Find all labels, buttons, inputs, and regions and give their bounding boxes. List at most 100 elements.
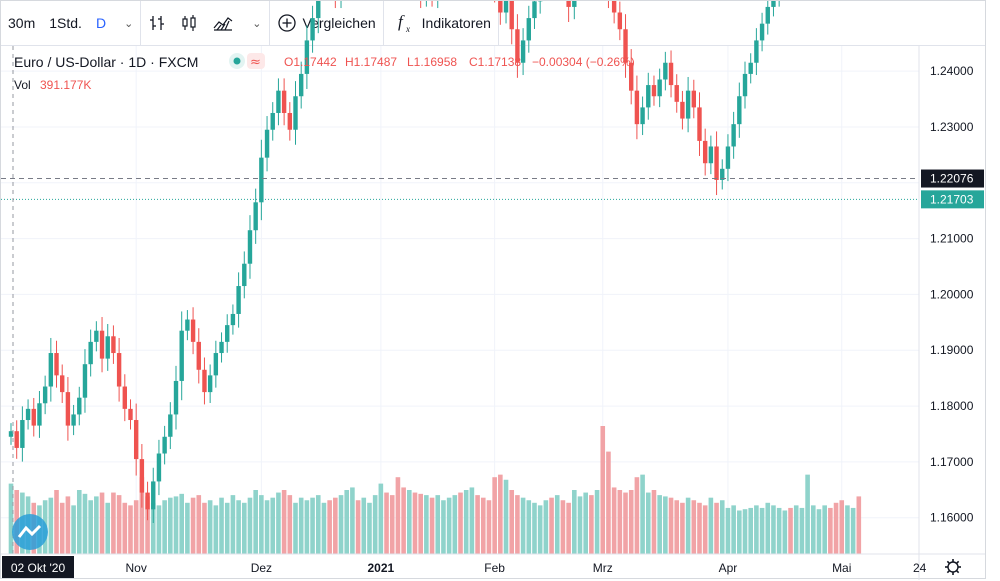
candle [213, 340, 219, 388]
interval-1d-label: D [95, 15, 107, 31]
volume-bar [810, 505, 816, 554]
volume-bar [480, 497, 486, 554]
volume-bar [657, 495, 662, 554]
price-tick-label: 1.19000 [930, 343, 974, 357]
settings-gear-icon[interactable] [945, 559, 961, 575]
candle [156, 439, 162, 496]
candle [771, 1, 776, 17]
candle [537, 1, 543, 14]
area-chart-icon [213, 17, 233, 31]
candle-body [503, 1, 509, 13]
volume-bar [196, 495, 202, 554]
candle [287, 102, 293, 141]
volume-bar [344, 490, 350, 554]
time-tick-label: Apr [719, 561, 738, 575]
volume-bar [355, 500, 361, 554]
candle-body [765, 6, 770, 24]
volume-bar [845, 505, 850, 554]
volume-bar [714, 502, 719, 554]
volume-label: Vol [14, 78, 31, 92]
last-price-tag [921, 190, 984, 209]
candle [162, 425, 167, 465]
volume-bar [321, 502, 327, 554]
svg-text:f: f [398, 12, 405, 31]
volume-bar [742, 509, 748, 554]
bar-style-button[interactable] [141, 1, 173, 45]
volume-bar [287, 495, 293, 554]
candle-body [640, 107, 645, 125]
candle [708, 135, 714, 175]
volume-bar [82, 493, 88, 554]
volume-bar [776, 507, 782, 554]
volume-bar [503, 479, 509, 554]
compare-button[interactable]: Vergleichen [270, 1, 384, 45]
volume-bar [378, 483, 384, 554]
time-tick-label: Mrz [593, 561, 613, 575]
volume-bar [520, 497, 526, 554]
candle-body [720, 168, 725, 180]
interval-1d-button[interactable]: D [89, 1, 113, 45]
candle-body [122, 386, 127, 409]
candle-body [230, 313, 236, 326]
legend-open: O1.17442 [284, 55, 337, 69]
crosshair-date-tag [2, 556, 74, 578]
candle [173, 365, 179, 430]
candle [42, 375, 48, 415]
candle [503, 1, 509, 24]
candle-body [116, 353, 122, 387]
volume-bar [475, 495, 480, 554]
candle-style-button[interactable] [173, 1, 205, 45]
candle [8, 423, 14, 445]
chart-style-dropdown-button[interactable]: ⌄ [241, 1, 270, 45]
volume-bar [99, 492, 105, 554]
volume-bar [76, 490, 82, 554]
gear-tooth [946, 569, 951, 574]
candle [663, 51, 668, 91]
interval-dropdown-button[interactable]: ⌄ [113, 1, 142, 45]
interval-30m-button[interactable]: 30m [1, 1, 42, 45]
reference-price-tag [921, 169, 984, 188]
volume-bar [543, 500, 549, 554]
candle-body [702, 140, 708, 164]
legend-close: C1.17138 [469, 55, 521, 69]
candle-body [276, 90, 281, 113]
candle-body [88, 341, 93, 365]
area-style-button[interactable] [205, 1, 241, 45]
candle [105, 324, 110, 371]
volume-bar [685, 497, 691, 554]
volume-bar [168, 497, 173, 554]
volume-bar [145, 496, 150, 554]
volume-bar [833, 502, 839, 554]
candle-body [611, 1, 617, 13]
volume-bar [389, 495, 395, 554]
volume-bar [361, 497, 367, 554]
candle-body [253, 202, 258, 231]
volume-bar [583, 492, 588, 554]
volume-bar [54, 490, 59, 554]
indicators-label: Indikatoren [421, 15, 491, 31]
volume-bar [458, 492, 463, 554]
candle-body [754, 40, 759, 63]
candle-body [236, 286, 241, 314]
candle-body [14, 431, 19, 448]
candle [520, 28, 526, 76]
candle [778, 1, 780, 7]
candle [725, 134, 731, 182]
volume-bar [856, 496, 862, 554]
volume-bar [190, 497, 196, 554]
time-tick-label: Mai [832, 561, 851, 575]
volume-bar [338, 495, 344, 554]
candle [532, 1, 537, 29]
volume-bar [452, 495, 458, 554]
price-tick-label: 1.23000 [930, 120, 974, 134]
volume-bar [754, 505, 759, 554]
volume-bar [623, 492, 628, 554]
candle-body [156, 453, 162, 482]
volume-bar [680, 502, 685, 554]
interval-1h-button[interactable]: 1Std. [42, 1, 89, 45]
volume-bar [782, 510, 788, 554]
candle-body [168, 414, 173, 437]
legend-low: L1.16958 [407, 55, 457, 69]
